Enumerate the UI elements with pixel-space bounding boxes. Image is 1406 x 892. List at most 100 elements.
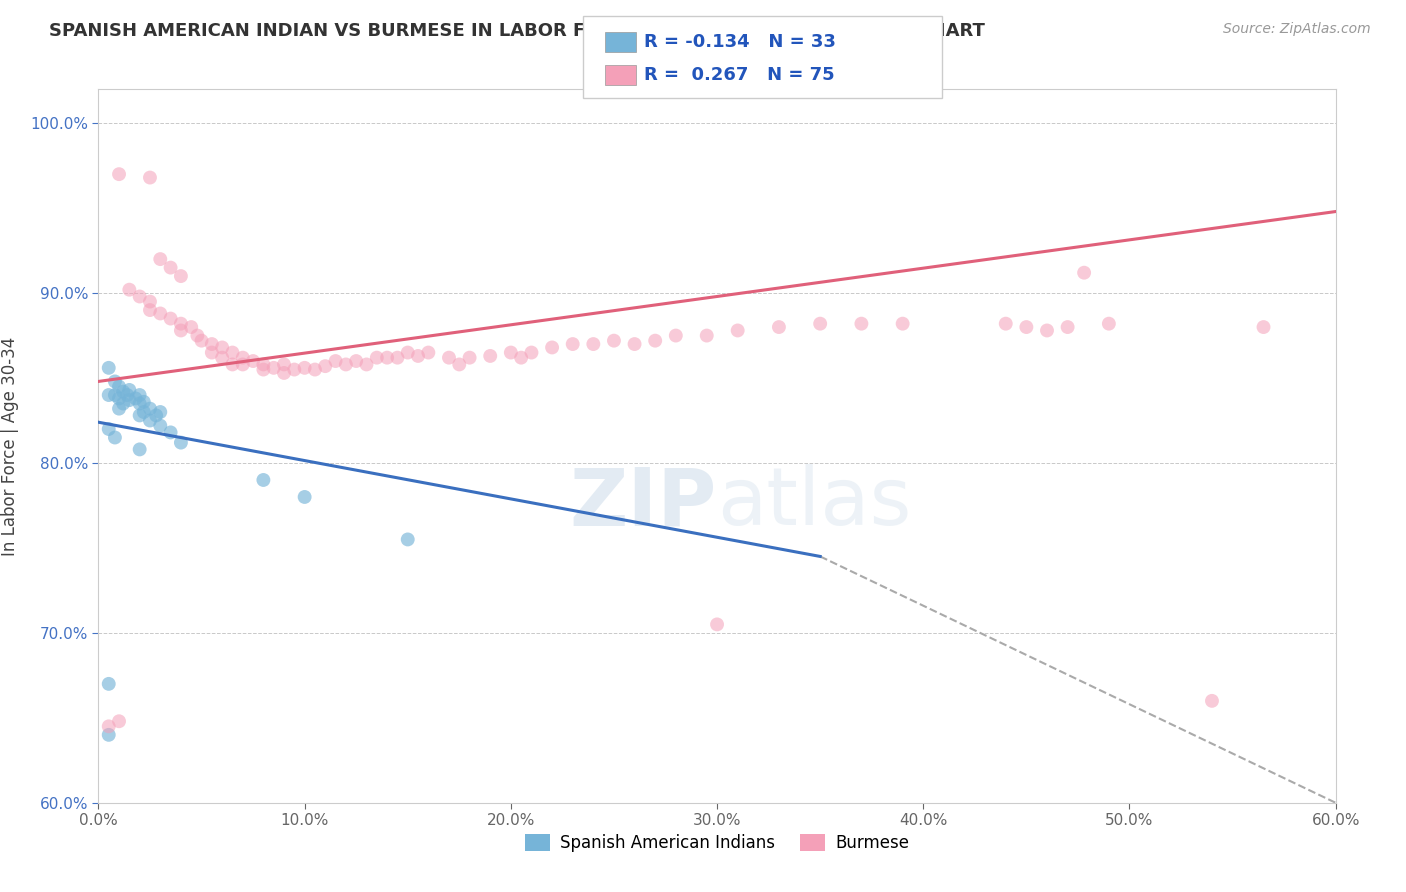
Point: [139, 401, 162, 416]
Point: [808, 317, 831, 331]
Point: [304, 362, 326, 376]
Point: [139, 170, 162, 185]
Point: [118, 383, 141, 397]
Point: [582, 337, 605, 351]
Point: [221, 358, 243, 372]
Text: atlas: atlas: [717, 464, 911, 542]
Point: [97, 728, 120, 742]
Point: [124, 392, 146, 406]
Point: [252, 362, 274, 376]
Text: SPANISH AMERICAN INDIAN VS BURMESE IN LABOR FORCE | AGE 30-34 CORRELATION CHART: SPANISH AMERICAN INDIAN VS BURMESE IN LA…: [49, 22, 986, 40]
Point: [139, 413, 162, 427]
Point: [159, 425, 181, 440]
Point: [149, 306, 172, 320]
Point: [104, 375, 127, 389]
Point: [180, 320, 202, 334]
Point: [242, 354, 264, 368]
Point: [104, 430, 127, 444]
Point: [149, 418, 172, 433]
Point: [159, 311, 181, 326]
Point: [104, 388, 127, 402]
Point: [263, 360, 285, 375]
Point: [644, 334, 666, 348]
Point: [344, 354, 367, 368]
Point: [1253, 320, 1275, 334]
Point: [273, 358, 295, 372]
Point: [201, 337, 224, 351]
Point: [449, 358, 471, 372]
Point: [1056, 320, 1078, 334]
Point: [139, 294, 162, 309]
Point: [356, 358, 378, 372]
Point: [97, 677, 120, 691]
Point: [108, 379, 131, 393]
Point: [891, 317, 914, 331]
Point: [499, 345, 522, 359]
Point: [221, 345, 243, 359]
Point: [118, 393, 141, 408]
Point: [561, 337, 583, 351]
Point: [112, 384, 135, 399]
Point: [768, 320, 790, 334]
Point: [325, 354, 347, 368]
Point: [128, 289, 150, 303]
Point: [108, 392, 131, 406]
Point: [994, 317, 1017, 331]
Point: [128, 396, 150, 410]
Point: [283, 362, 305, 376]
Point: [396, 345, 419, 359]
Point: [314, 359, 336, 373]
Point: [117, 388, 139, 402]
Point: [479, 349, 502, 363]
Point: [294, 360, 316, 375]
Point: [520, 345, 543, 359]
Point: [201, 345, 224, 359]
Point: [706, 617, 728, 632]
Point: [375, 351, 398, 365]
Point: [232, 351, 254, 365]
Point: [170, 269, 193, 284]
Point: [1073, 266, 1095, 280]
Point: [149, 252, 172, 266]
Point: [97, 422, 120, 436]
Point: [190, 334, 212, 348]
Text: Source: ZipAtlas.com: Source: ZipAtlas.com: [1223, 22, 1371, 37]
Point: [1036, 323, 1059, 337]
Point: [97, 388, 120, 402]
Point: [541, 341, 564, 355]
Point: [623, 337, 645, 351]
Point: [252, 473, 274, 487]
Point: [335, 358, 357, 372]
Point: [211, 351, 233, 365]
Point: [406, 349, 429, 363]
Point: [1098, 317, 1121, 331]
Point: [1201, 694, 1223, 708]
Point: [97, 360, 120, 375]
Text: ZIP: ZIP: [569, 464, 717, 542]
Point: [132, 405, 155, 419]
Point: [437, 351, 460, 365]
Point: [159, 260, 181, 275]
Point: [170, 435, 193, 450]
Point: [108, 167, 131, 181]
Point: [665, 328, 688, 343]
Point: [170, 323, 193, 337]
Text: R = -0.134   N = 33: R = -0.134 N = 33: [644, 33, 835, 51]
Point: [211, 341, 233, 355]
Point: [232, 358, 254, 372]
Point: [1015, 320, 1038, 334]
Point: [696, 328, 718, 343]
Point: [458, 351, 481, 365]
Point: [603, 334, 626, 348]
Point: [366, 351, 388, 365]
Point: [132, 394, 155, 409]
Point: [186, 328, 208, 343]
Point: [139, 303, 162, 318]
Legend: Spanish American Indians, Burmese: Spanish American Indians, Burmese: [519, 827, 915, 859]
Point: [727, 323, 749, 337]
Point: [128, 442, 150, 457]
Text: R =  0.267   N = 75: R = 0.267 N = 75: [644, 66, 835, 84]
Point: [418, 345, 440, 359]
Point: [97, 719, 120, 733]
Point: [118, 283, 141, 297]
